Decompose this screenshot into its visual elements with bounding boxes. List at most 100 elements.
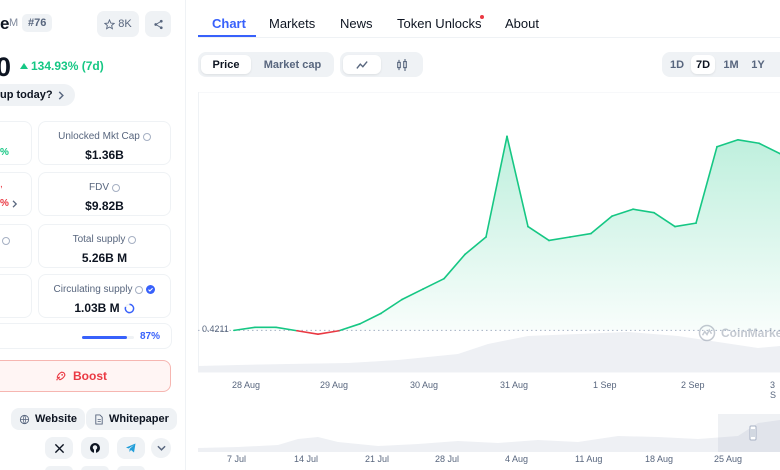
github-link[interactable] bbox=[81, 437, 109, 459]
nav-tick-label: 18 Aug bbox=[645, 454, 674, 464]
range-all-button[interactable] bbox=[772, 55, 780, 74]
price-point bbox=[632, 208, 634, 211]
x-link[interactable] bbox=[45, 437, 73, 459]
price-line-segment bbox=[653, 211, 676, 228]
range-1y-button[interactable]: 1Y bbox=[751, 58, 765, 71]
x-tick-label: 28 Aug bbox=[232, 380, 261, 390]
x-tick-label: 31 Aug bbox=[500, 380, 529, 390]
coinmarketcap-logo-icon bbox=[698, 324, 716, 342]
price-point bbox=[254, 326, 256, 329]
price-line-segment bbox=[737, 138, 760, 145]
more-socials-button[interactable] bbox=[151, 438, 171, 458]
price-point bbox=[296, 329, 298, 332]
star-icon bbox=[104, 18, 116, 30]
website-button[interactable]: Website bbox=[11, 408, 85, 430]
x-tick-label: 2 Sep bbox=[681, 380, 705, 390]
circulating-supply-value: 1.03B M bbox=[74, 301, 120, 315]
verified-icon bbox=[146, 285, 156, 294]
rocket-icon bbox=[56, 371, 66, 380]
total-supply-value: 5.26B M bbox=[81, 251, 128, 265]
candlestick-button[interactable] bbox=[383, 55, 421, 74]
price-line-segment bbox=[422, 277, 445, 290]
price-point bbox=[338, 329, 340, 332]
supply-progress-bar bbox=[82, 336, 134, 339]
price-line-segment bbox=[716, 138, 739, 148]
price-mode-button[interactable]: Price bbox=[201, 55, 251, 74]
info-icon[interactable] bbox=[112, 183, 120, 192]
price-point bbox=[485, 236, 487, 238]
nav-tick-label: 25 Aug bbox=[714, 454, 743, 464]
info-icon[interactable] bbox=[142, 132, 151, 141]
price-point bbox=[380, 312, 382, 315]
price-point bbox=[695, 222, 697, 224]
chart-style-toggle bbox=[340, 52, 423, 77]
price-line-segment bbox=[296, 329, 319, 336]
volume-bars bbox=[198, 332, 780, 372]
price-line-segment bbox=[380, 298, 403, 315]
price-point bbox=[275, 326, 277, 329]
market-cap-mode-button[interactable]: Market cap bbox=[263, 58, 322, 71]
supply-progress-percent: 87% bbox=[140, 331, 161, 342]
tab-markets[interactable]: Markets bbox=[269, 16, 316, 31]
price-point bbox=[716, 145, 718, 148]
info-icon[interactable] bbox=[128, 235, 137, 244]
price-chart-svg[interactable] bbox=[198, 91, 780, 470]
supply-ring-icon bbox=[124, 303, 135, 313]
price-line-segment bbox=[464, 236, 487, 256]
price-point bbox=[443, 277, 445, 280]
why-price-up-label: up today? bbox=[0, 89, 53, 101]
range-1m-button[interactable]: 1M bbox=[723, 58, 739, 71]
chart-mode-toggle: Price Market cap bbox=[198, 52, 334, 77]
market-cap-card: % bbox=[0, 121, 32, 165]
coin-tabs: Chart Markets News Token Unlocks About bbox=[198, 0, 780, 38]
nav-tick-label: 28 Jul bbox=[435, 454, 460, 464]
coin-summary-panel: e M #76 8K 0 134.93% (7d) up today? % , … bbox=[0, 0, 186, 470]
whitepaper-label: Whitepaper bbox=[109, 413, 169, 425]
tab-token-unlocks[interactable]: Token Unlocks bbox=[397, 16, 482, 31]
price-chart[interactable]: 0.4211 CoinMarketCap 28 Aug 29 Aug 30 Au… bbox=[198, 91, 780, 470]
time-range-toggle: 1D 7D 1M 1Y bbox=[662, 52, 780, 77]
nav-tick-label: 21 Jul bbox=[365, 454, 390, 464]
share-icon bbox=[153, 19, 163, 29]
navigator-handle[interactable] bbox=[749, 425, 757, 441]
price-point bbox=[611, 215, 613, 217]
tab-chart[interactable]: Chart bbox=[212, 16, 246, 31]
price-point bbox=[359, 323, 361, 325]
info-icon[interactable] bbox=[135, 285, 144, 294]
price-point bbox=[527, 225, 529, 228]
volume-card: , % bbox=[0, 172, 32, 216]
social-link-partial[interactable] bbox=[45, 466, 73, 470]
tab-about[interactable]: About bbox=[505, 16, 539, 31]
range-1d-button[interactable]: 1D bbox=[669, 58, 685, 71]
boost-button[interactable]: Boost bbox=[0, 360, 171, 392]
vol-mktcap-card bbox=[0, 224, 32, 268]
document-icon bbox=[95, 413, 103, 425]
navigator-selection[interactable] bbox=[718, 414, 780, 452]
telegram-link[interactable] bbox=[117, 437, 145, 459]
share-button[interactable] bbox=[145, 11, 171, 37]
market-cap-change: % bbox=[0, 147, 9, 158]
whitepaper-button[interactable]: Whitepaper bbox=[86, 408, 177, 430]
range-7d-button[interactable]: 7D bbox=[691, 55, 715, 74]
x-tick-label: 29 Aug bbox=[320, 380, 349, 390]
info-icon[interactable] bbox=[2, 237, 10, 245]
why-price-up-link[interactable]: up today? bbox=[0, 84, 75, 106]
watermark-text: CoinMarketCap bbox=[721, 326, 780, 340]
social-link-partial[interactable] bbox=[117, 466, 145, 470]
chevron-right-icon bbox=[58, 90, 64, 100]
watchlist-count: 8K bbox=[118, 18, 132, 30]
price-change-value: 134.93% (7d) bbox=[31, 59, 104, 73]
arrow-up-icon bbox=[20, 63, 28, 69]
total-supply-card: Total supply 5.26B M bbox=[38, 224, 171, 268]
tab-news[interactable]: News bbox=[340, 16, 373, 31]
price-line-segment bbox=[359, 312, 382, 325]
max-supply-card bbox=[0, 274, 32, 318]
chevron-right-icon[interactable] bbox=[12, 200, 18, 208]
unlocked-mkt-cap-card: Unlocked Mkt Cap $1.36B bbox=[38, 121, 171, 165]
price-line-segment bbox=[527, 225, 550, 242]
watchlist-button[interactable]: 8K bbox=[97, 11, 139, 37]
line-chart-button[interactable] bbox=[343, 55, 381, 74]
nav-tick-label: 11 Aug bbox=[575, 454, 603, 464]
social-link-partial[interactable] bbox=[81, 466, 109, 470]
circulating-supply-label: Circulating supply bbox=[53, 284, 133, 295]
